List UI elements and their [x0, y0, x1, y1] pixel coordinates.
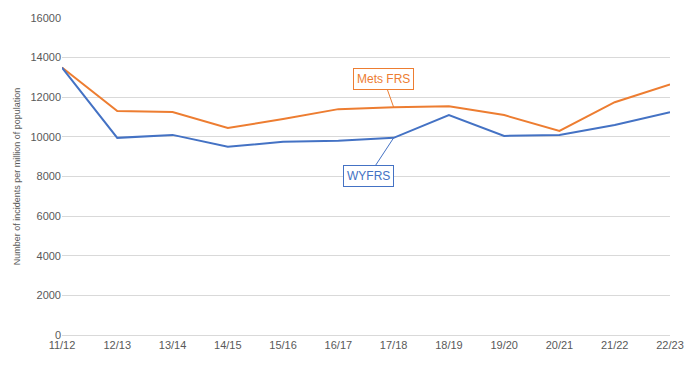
- svg-text:6000: 6000: [37, 210, 61, 222]
- svg-text:0: 0: [55, 329, 61, 341]
- svg-text:13/14: 13/14: [159, 339, 187, 351]
- svg-text:10000: 10000: [30, 131, 61, 143]
- svg-text:15/16: 15/16: [269, 339, 297, 351]
- svg-text:21/22: 21/22: [601, 339, 629, 351]
- svg-text:19/20: 19/20: [490, 339, 518, 351]
- svg-text:22/23: 22/23: [656, 339, 684, 351]
- svg-text:8000: 8000: [37, 170, 61, 182]
- svg-text:20/21: 20/21: [546, 339, 574, 351]
- svg-text:16000: 16000: [30, 12, 61, 24]
- svg-text:12000: 12000: [30, 91, 61, 103]
- svg-text:17/18: 17/18: [380, 339, 408, 351]
- svg-text:2000: 2000: [37, 289, 61, 301]
- svg-text:WYFRS: WYFRS: [347, 169, 390, 183]
- svg-text:4000: 4000: [37, 250, 61, 262]
- svg-text:16/17: 16/17: [325, 339, 353, 351]
- svg-text:11/12: 11/12: [49, 339, 76, 351]
- svg-text:14/15: 14/15: [214, 339, 242, 351]
- svg-text:14000: 14000: [30, 51, 61, 63]
- svg-text:18/19: 18/19: [435, 339, 463, 351]
- svg-text:Number of incidents per millio: Number of incidents per million of popul…: [12, 88, 22, 266]
- svg-text:Mets FRS: Mets FRS: [357, 72, 410, 86]
- svg-text:12/13: 12/13: [104, 339, 132, 351]
